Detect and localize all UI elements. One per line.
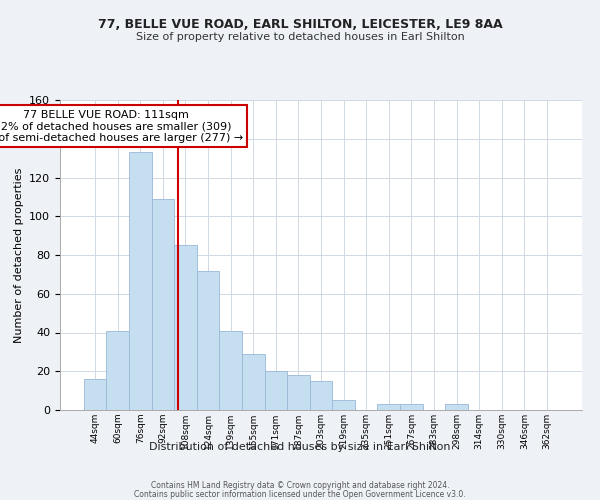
Bar — [174, 246, 197, 410]
Text: Contains HM Land Registry data © Crown copyright and database right 2024.: Contains HM Land Registry data © Crown c… — [151, 481, 449, 490]
Bar — [242, 354, 265, 410]
Bar — [265, 371, 287, 410]
Bar — [220, 330, 242, 410]
Bar — [377, 404, 400, 410]
Text: Contains public sector information licensed under the Open Government Licence v3: Contains public sector information licen… — [134, 490, 466, 499]
Bar — [197, 270, 220, 410]
Bar — [287, 375, 310, 410]
Y-axis label: Number of detached properties: Number of detached properties — [14, 168, 23, 342]
Bar — [400, 404, 422, 410]
Text: 77 BELLE VUE ROAD: 111sqm
← 52% of detached houses are smaller (309)
47% of semi: 77 BELLE VUE ROAD: 111sqm ← 52% of detac… — [0, 110, 243, 143]
Text: 77, BELLE VUE ROAD, EARL SHILTON, LEICESTER, LE9 8AA: 77, BELLE VUE ROAD, EARL SHILTON, LEICES… — [98, 18, 502, 30]
Bar — [332, 400, 355, 410]
Bar — [129, 152, 152, 410]
Bar — [106, 330, 129, 410]
Bar — [84, 379, 106, 410]
Text: Size of property relative to detached houses in Earl Shilton: Size of property relative to detached ho… — [136, 32, 464, 42]
Bar — [310, 381, 332, 410]
Bar — [445, 404, 468, 410]
Bar — [152, 199, 174, 410]
Text: Distribution of detached houses by size in Earl Shilton: Distribution of detached houses by size … — [149, 442, 451, 452]
